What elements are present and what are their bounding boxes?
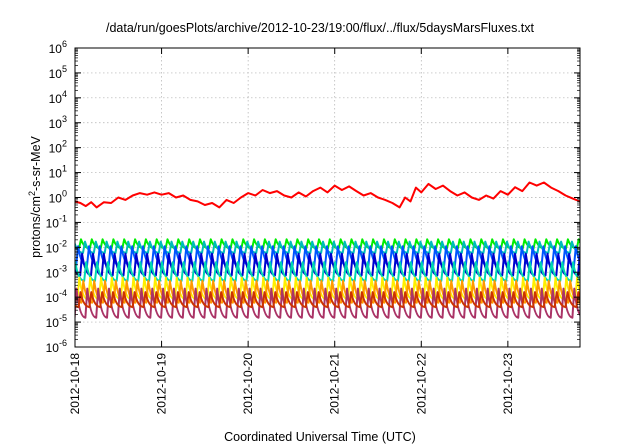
series-line-3 xyxy=(75,240,580,254)
y-tick-label: 10-3 xyxy=(46,263,67,280)
y-tick-label: 100 xyxy=(49,189,67,206)
y-tick-label: 102 xyxy=(49,139,67,156)
y-tick-label: 10-1 xyxy=(46,213,67,230)
y-tick-labels: 10-6 10-5 10-4 10-3 10-2 10-1 100 101 102 103 104 1… xyxy=(46,39,67,355)
series-layer xyxy=(75,181,580,319)
y-tick-label: 103 xyxy=(49,114,67,131)
tick-marks xyxy=(74,47,580,348)
x-tick-label: 2012-10-18 xyxy=(68,353,82,415)
x-tick-label: 2012-10-19 xyxy=(155,353,169,415)
y-tick-label: 10-4 xyxy=(46,288,67,305)
x-tick-label: 2012-10-21 xyxy=(328,353,342,415)
series-line-10 xyxy=(75,291,580,309)
series-line-1 xyxy=(75,181,580,209)
chart-title: /data/run/goesPlots/archive/2012-10-23/1… xyxy=(105,21,534,35)
x-tick-labels: 2012-10-18 2012-10-19 2012-10-20 2012-10-21… xyxy=(68,353,515,415)
y-tick-label: 10-5 xyxy=(46,313,67,330)
x-axis-label: Coordinated Universal Time (UTC) xyxy=(224,430,416,444)
y-tick-label: 10-6 xyxy=(46,338,67,355)
y-tick-label: 106 xyxy=(49,39,67,56)
y-tick-label: 101 xyxy=(49,164,67,181)
y-axis-label: protons/cm2-s-sr-MeV xyxy=(26,136,43,258)
x-tick-label: 2012-10-22 xyxy=(414,353,428,415)
y-tick-label: 105 xyxy=(49,64,67,81)
x-tick-label: 2012-10-23 xyxy=(501,353,515,415)
y-tick-label: 10-2 xyxy=(46,238,67,255)
x-tick-label: 2012-10-20 xyxy=(241,353,255,415)
series-line-9 xyxy=(75,287,580,319)
y-tick-label: 104 xyxy=(49,89,67,106)
